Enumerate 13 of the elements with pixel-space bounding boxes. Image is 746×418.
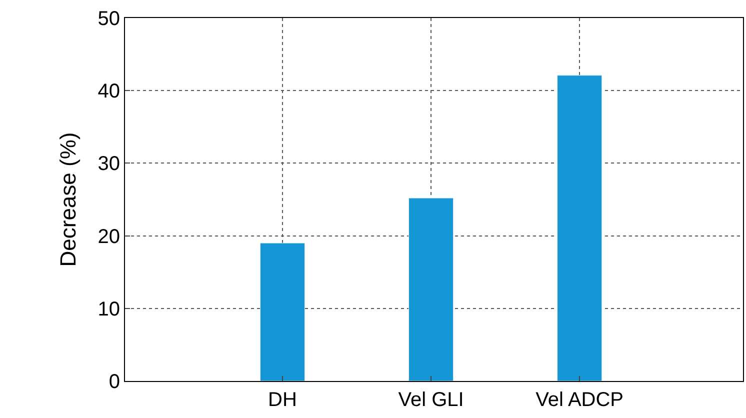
bar [557, 75, 602, 381]
bar [408, 198, 454, 381]
x-tick-label: Vel GLI [398, 389, 464, 411]
y-tick-label: 30 [98, 153, 120, 176]
y-tick-label: 10 [98, 298, 120, 320]
bar [260, 242, 305, 381]
y-tick-label: 0 [108, 371, 120, 393]
y-axis-title: Decrease (%) [56, 132, 81, 267]
y-tick-label: 50 [98, 8, 120, 30]
y-tick-label: 20 [98, 226, 120, 248]
y-tick-label: 40 [98, 80, 120, 103]
x-tick-label: Vel ADCP [536, 389, 624, 411]
x-tick-label: DH [268, 389, 297, 411]
